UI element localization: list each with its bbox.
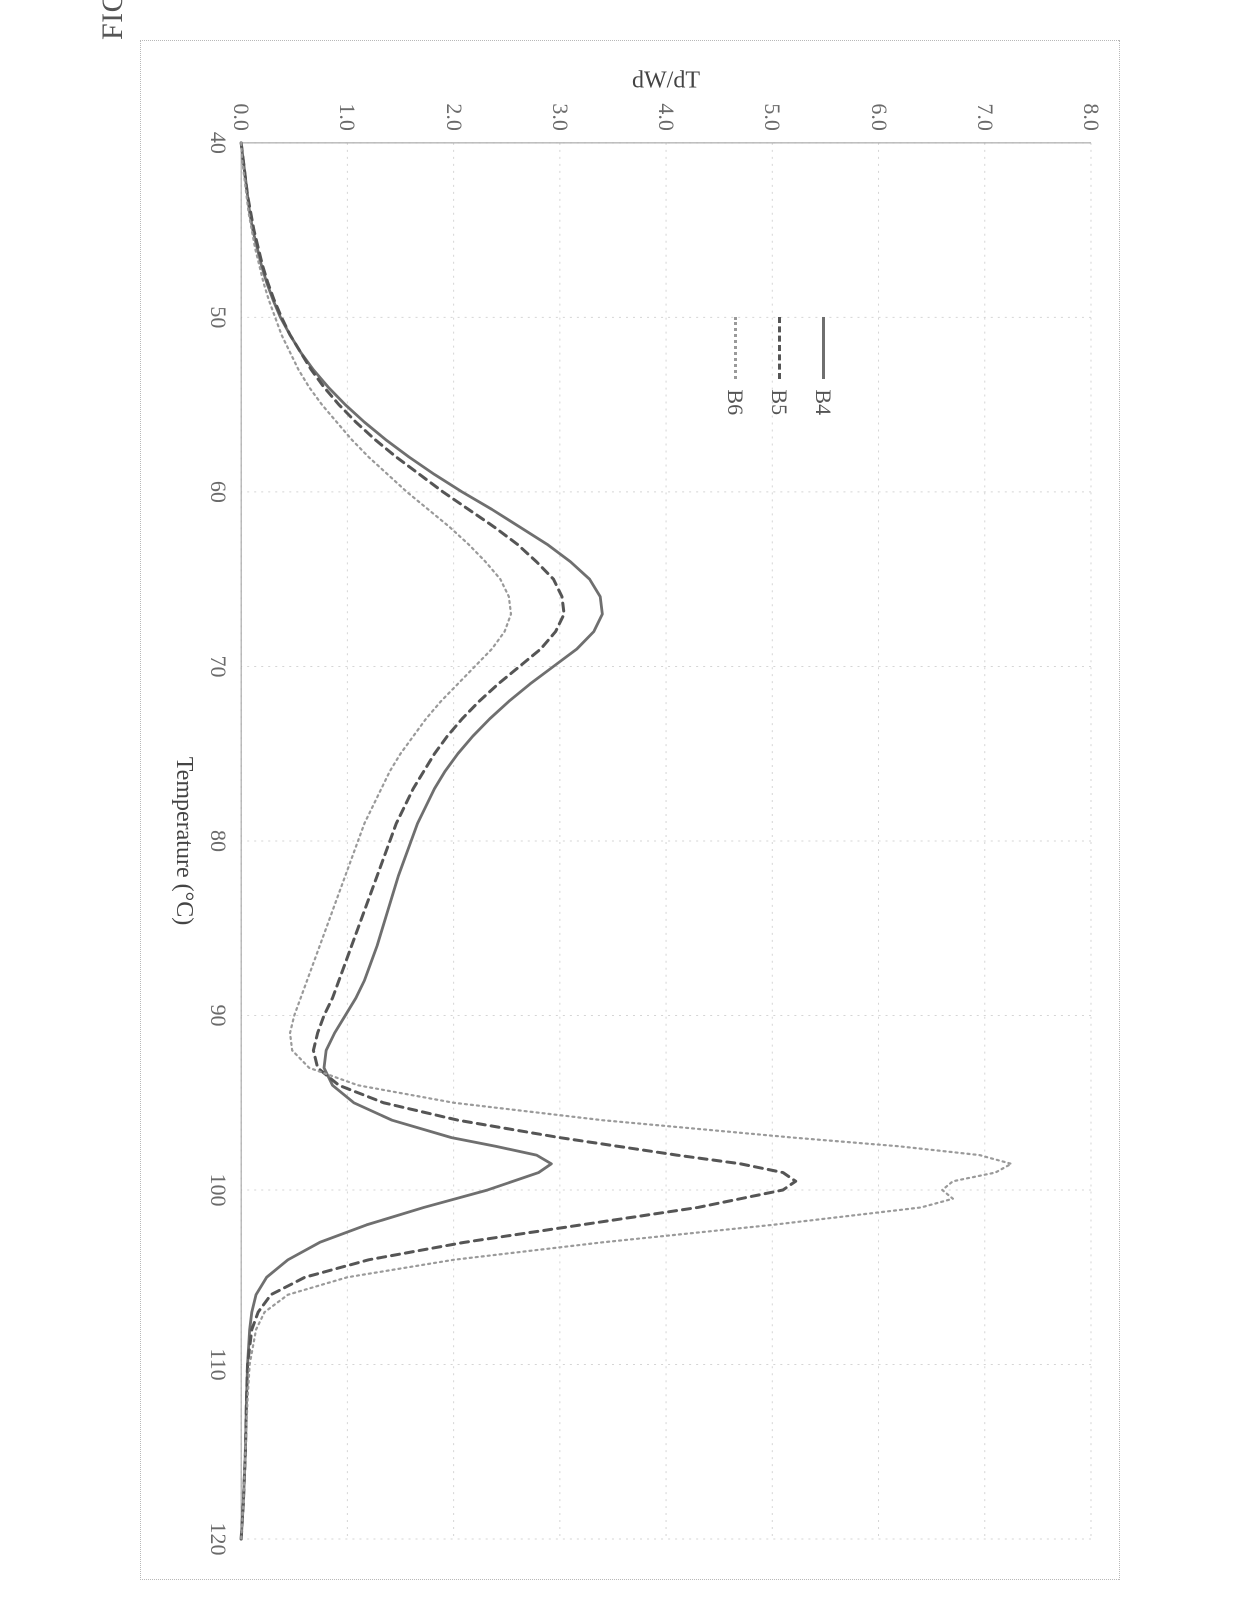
y-tick-label: 4.0 — [653, 103, 679, 131]
legend-label: B6 — [722, 389, 748, 415]
x-tick-label: 60 — [205, 481, 231, 503]
x-tick-label: 100 — [205, 1173, 231, 1206]
legend-label: B4 — [810, 389, 836, 415]
y-tick-label: 5.0 — [759, 103, 785, 131]
y-tick-label: 8.0 — [1078, 103, 1104, 131]
y-tick-label: 2.0 — [441, 103, 467, 131]
y-tick-label: 1.0 — [334, 103, 360, 131]
legend: B4 B5 B6 — [704, 317, 836, 415]
x-tick-label: 120 — [205, 1523, 231, 1556]
figure-label: FIG. 2 — [96, 0, 130, 40]
chart-rotated-container: Temperature (°C) dW/dT B4 B5 B6 40 50 60 70 80… — [140, 40, 1120, 1580]
page: FIG. 2 Temperature (°C) dW/dT B4 B5 B6 40 5… — [0, 0, 1240, 1621]
legend-item-b6: B6 — [722, 317, 748, 415]
x-tick-label: 80 — [205, 830, 231, 852]
series-b4 — [241, 143, 602, 1539]
y-tick-label: 0.0 — [228, 103, 254, 131]
y-tick-label: 7.0 — [972, 103, 998, 131]
x-tick-label: 110 — [205, 1348, 231, 1380]
plot-area-wrapper: Temperature (°C) dW/dT B4 B5 B6 40 50 60 70 80… — [163, 65, 1101, 1553]
legend-swatch — [822, 317, 825, 379]
legend-swatch — [734, 317, 737, 379]
x-axis-title: Temperature (°C) — [170, 757, 197, 926]
y-tick-label: 3.0 — [547, 103, 573, 131]
x-tick-label: 70 — [205, 655, 231, 677]
line-chart — [163, 65, 1101, 1553]
x-tick-label: 40 — [205, 132, 231, 154]
legend-swatch — [778, 317, 781, 379]
chart-frame: Temperature (°C) dW/dT B4 B5 B6 40 50 60 70 80… — [140, 40, 1120, 1580]
legend-label: B5 — [766, 389, 792, 415]
legend-item-b4: B4 — [810, 317, 836, 415]
x-tick-label: 90 — [205, 1004, 231, 1026]
y-tick-label: 6.0 — [866, 103, 892, 131]
x-tick-label: 50 — [205, 306, 231, 328]
legend-item-b5: B5 — [766, 317, 792, 415]
y-axis-title: dW/dT — [632, 67, 700, 94]
